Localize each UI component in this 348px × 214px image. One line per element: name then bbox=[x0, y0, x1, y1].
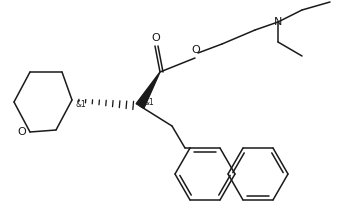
Polygon shape bbox=[136, 72, 160, 108]
Text: O: O bbox=[152, 33, 160, 43]
Text: O: O bbox=[18, 127, 26, 137]
Text: N: N bbox=[274, 17, 282, 27]
Text: &1: &1 bbox=[75, 100, 86, 108]
Text: &1: &1 bbox=[144, 98, 155, 107]
Text: O: O bbox=[192, 45, 200, 55]
